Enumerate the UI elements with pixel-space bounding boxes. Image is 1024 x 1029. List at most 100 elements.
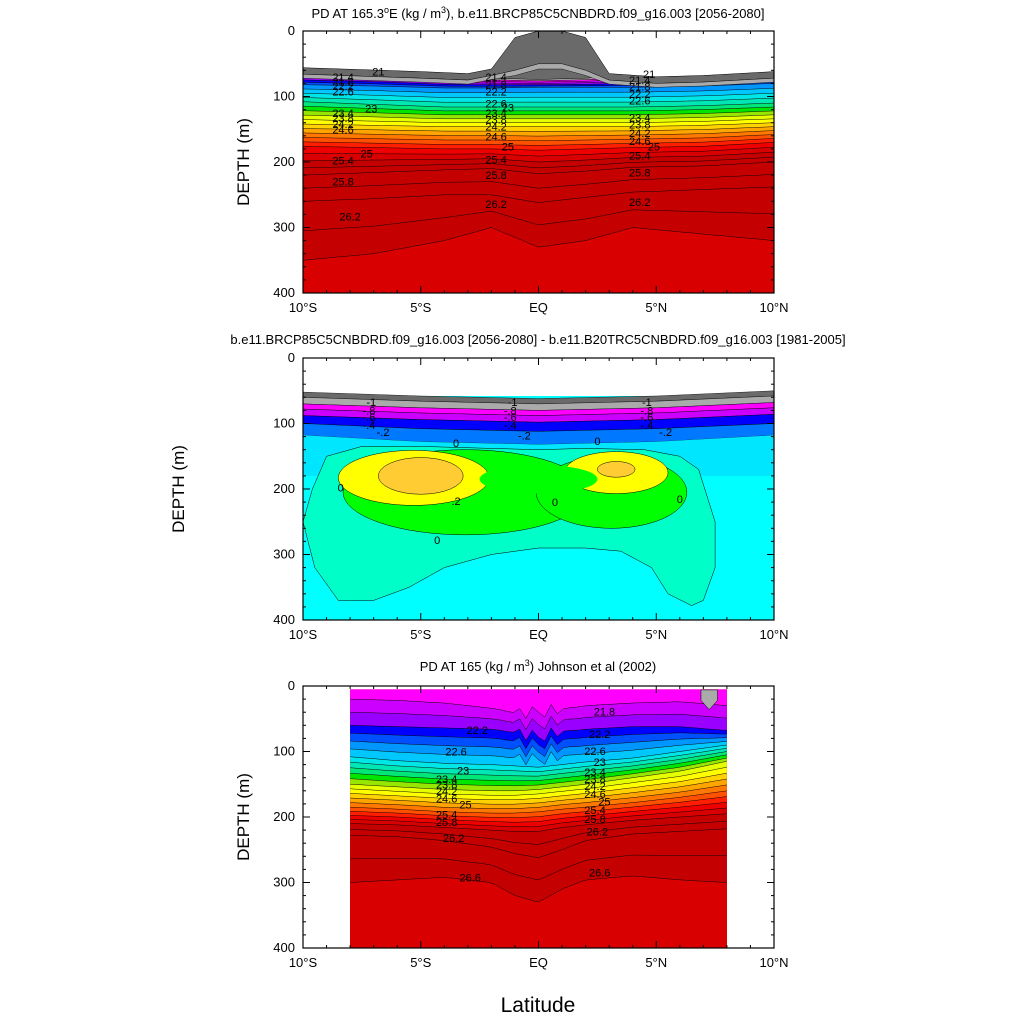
contour-label: 22.6: [332, 86, 353, 98]
isopycnal-contour: [303, 105, 774, 112]
contour-label: 26.2: [587, 826, 608, 838]
x-axis-label: Latitude: [501, 994, 576, 1017]
contour-label: 21: [372, 67, 384, 79]
isopycnal-contour: [350, 875, 727, 903]
isopycnal-contour: [303, 147, 774, 157]
y-tick-label: 400: [273, 285, 295, 300]
y-tick-label: 300: [273, 547, 295, 562]
contour-label: 0: [677, 494, 683, 506]
density-band: [303, 88, 774, 98]
y-tick-label: 300: [273, 875, 295, 890]
density-band: [350, 751, 727, 781]
contour-label: -.2: [377, 427, 390, 439]
contour-label: 26.6: [589, 868, 610, 880]
contour-label: 23.8: [436, 779, 457, 791]
isopycnal-contour: [350, 741, 727, 766]
density-band: [350, 855, 727, 903]
isopycnal-contour: [350, 854, 727, 881]
contour-label: -.2: [659, 427, 672, 439]
contour-label: 21.4: [332, 72, 353, 84]
panel-1-plot-area: [303, 31, 774, 293]
contour-label: 26.2: [443, 833, 464, 845]
contour-label: 25: [360, 148, 372, 160]
contour-label: -.8: [640, 405, 653, 417]
density-band: [350, 808, 727, 832]
isopycnal-contour: [350, 751, 727, 777]
y-tick-label: 200: [273, 809, 295, 824]
contour-label: 25.8: [436, 817, 457, 829]
positive-anomaly-bridge: [479, 464, 598, 494]
contour-label: 25.4: [436, 809, 457, 821]
contour-label: -.4: [363, 420, 376, 432]
contour-label: 0: [594, 436, 600, 448]
contour-label: 25: [598, 796, 610, 808]
contour-label: 24.6: [332, 124, 353, 136]
contour-label: -.2: [518, 430, 531, 442]
density-band: [350, 748, 727, 777]
density-band: [350, 741, 727, 768]
contour-label: 25.8: [332, 177, 353, 189]
contour-label: 21.4: [485, 72, 506, 84]
y-tick-label: 400: [273, 940, 295, 955]
contour-label: -1: [366, 397, 376, 409]
y-tick-label: 200: [273, 154, 295, 169]
density-band: [350, 767, 727, 800]
density-band: [350, 773, 727, 805]
x-tick-label: EQ: [529, 627, 548, 642]
isopycnal-contour: [350, 747, 727, 772]
density-band: [303, 110, 774, 119]
x-tick-label: 10°S: [289, 300, 318, 315]
contour-label: -.4: [504, 420, 517, 432]
density-band: [303, 209, 774, 261]
contour-label: 24.2: [436, 786, 457, 798]
contour-label: 21.8: [629, 82, 650, 94]
y-tick-label: 100: [273, 744, 295, 759]
panel-1-title: PD AT 165.3oE (kg / m3), b.e11.BRCP85C5C…: [311, 5, 764, 21]
panel-2-title: b.e11.BRCP85C5CNBDRD.f09_g16.003 [2056-2…: [230, 332, 845, 347]
isopycnal-contour: [303, 126, 774, 132]
panel-2-plot-area: [303, 358, 774, 620]
density-band: [303, 83, 774, 93]
contour-label: -.8: [363, 405, 376, 417]
isopycnal-contour: [303, 174, 774, 189]
isopycnal-contour: [350, 821, 727, 845]
isopycnal-contour: [350, 790, 727, 814]
contour-label: -.4: [640, 420, 653, 432]
contour-label: 22.6: [584, 746, 605, 758]
contour-label: 25.8: [584, 814, 605, 826]
isopycnal-contour: [303, 118, 774, 123]
isopycnal-contour: [303, 92, 774, 98]
density-band: [303, 114, 774, 123]
contour-label: 25.4: [485, 154, 506, 166]
y-tick-label: 100: [273, 416, 295, 431]
density-band: [303, 106, 774, 115]
contour-label: 25.4: [584, 805, 605, 817]
contour-label: 25: [648, 141, 660, 153]
density-band: [350, 821, 727, 858]
contour-label: 25.4: [332, 156, 353, 168]
isopycnal-contour: [350, 744, 727, 768]
density-band: [303, 162, 774, 189]
x-tick-label: 10°N: [759, 955, 788, 970]
isopycnal-contour: [303, 122, 774, 127]
contour-label: -.6: [363, 412, 376, 424]
density-band: [303, 134, 774, 146]
contour-label: 25: [459, 800, 471, 812]
density-band: [303, 142, 774, 157]
contour-label: 24.2: [485, 122, 506, 134]
density-band: [350, 813, 727, 845]
above-surface: [303, 358, 774, 396]
contour-label: -.8: [504, 405, 517, 417]
contour-label: 0: [338, 483, 344, 495]
isopycnal-contour: [303, 142, 774, 151]
isopycnal-contour: [303, 151, 774, 163]
isopycnal-contour: [303, 138, 774, 146]
x-tick-label: 5°S: [410, 300, 431, 315]
density-band: [350, 761, 727, 796]
contour-label: 22.2: [589, 729, 610, 741]
density-band: [350, 790, 727, 818]
y-tick-label: 400: [273, 612, 295, 627]
x-tick-label: 10°N: [759, 300, 788, 315]
